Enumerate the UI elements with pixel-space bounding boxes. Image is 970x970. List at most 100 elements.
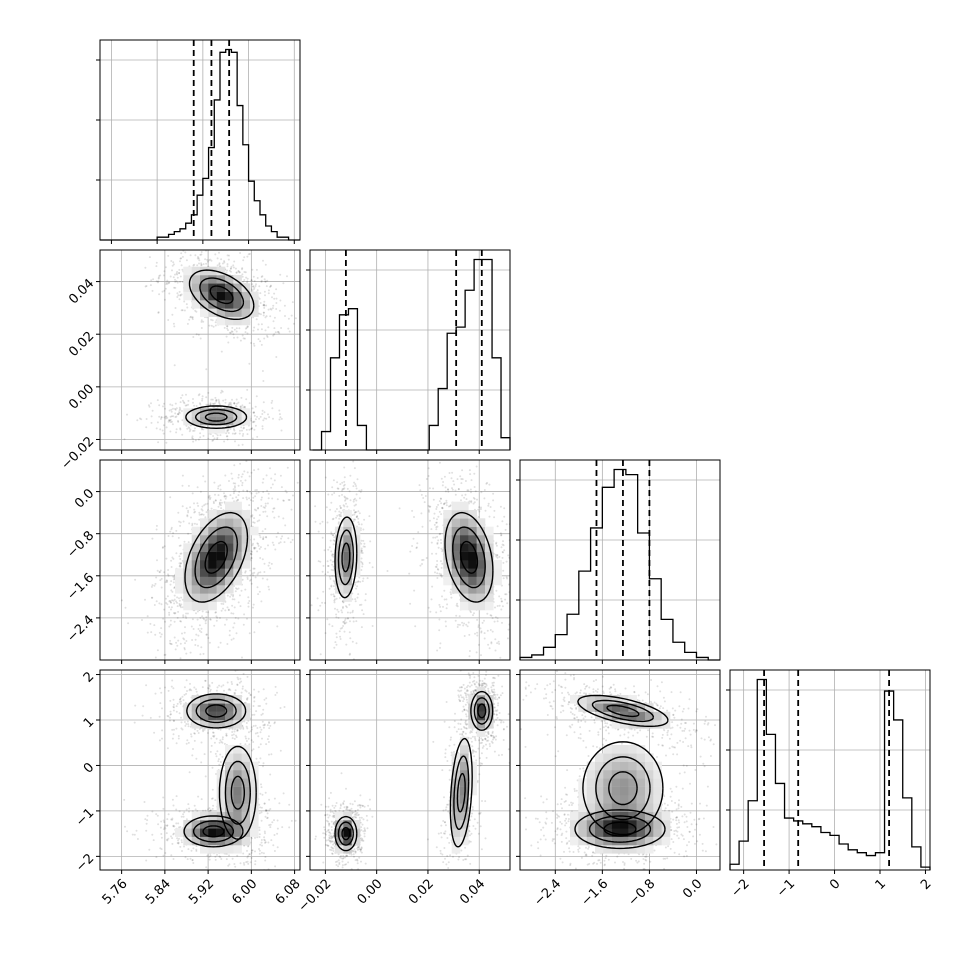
x-tick-label: −2.4 xyxy=(531,876,564,909)
density-panel xyxy=(120,460,300,660)
contour-line xyxy=(606,704,640,718)
contours xyxy=(184,511,249,603)
panel-frame xyxy=(309,249,511,451)
y-tick-label: −2.4 xyxy=(64,613,97,646)
y-tick-label: 1 xyxy=(81,715,97,731)
contour-line xyxy=(470,690,494,731)
contour-line xyxy=(595,756,651,821)
y-tick-label: 0.02 xyxy=(66,329,97,360)
x-tick-label: −0.02 xyxy=(296,876,335,915)
contour-line xyxy=(202,825,225,838)
panel-frame xyxy=(99,669,301,871)
contour-line xyxy=(218,745,257,840)
panel-frame xyxy=(309,459,511,661)
x-tick-label: 0 xyxy=(827,876,843,892)
contour-line xyxy=(230,775,246,810)
histogram-step xyxy=(100,48,300,241)
x-tick-label: 1 xyxy=(873,876,889,892)
y-tick-label: −0.02 xyxy=(59,434,98,473)
panel-frame xyxy=(519,459,721,661)
histogram-step xyxy=(312,258,511,451)
contour-line xyxy=(184,511,249,603)
contour-line xyxy=(444,511,494,603)
contour-line xyxy=(577,694,669,727)
histogram-step xyxy=(729,678,931,870)
contour-line xyxy=(199,277,245,313)
contour-line xyxy=(183,815,244,848)
contour-line xyxy=(194,526,239,589)
y-tick-label: −0.8 xyxy=(64,528,97,561)
contour-line xyxy=(449,737,473,848)
contour-line xyxy=(186,693,247,729)
contour-line xyxy=(456,772,466,813)
y-tick-label: 0.00 xyxy=(66,382,97,413)
contours xyxy=(334,690,494,852)
density-cells xyxy=(335,686,494,854)
histogram-step xyxy=(519,468,720,661)
y-tick-label: −1.6 xyxy=(64,570,97,603)
y-tick-label: −2 xyxy=(73,851,97,875)
contour-line xyxy=(205,704,228,718)
contour-line xyxy=(337,821,354,846)
panel-frame xyxy=(729,669,931,871)
density-panel xyxy=(123,250,297,447)
contours xyxy=(185,269,255,430)
contour-line xyxy=(334,815,358,852)
contour-line xyxy=(188,269,255,320)
contour-line xyxy=(588,815,652,843)
density-panel xyxy=(314,670,510,870)
contour-line xyxy=(574,809,666,850)
x-tick-label: 5.92 xyxy=(186,876,217,907)
contour-line xyxy=(452,526,486,589)
contour-line xyxy=(608,771,638,806)
contour-line xyxy=(195,698,237,724)
x-tick-label: −2 xyxy=(729,876,753,900)
contour-line xyxy=(194,408,238,426)
contour-line xyxy=(341,826,351,841)
contour-line xyxy=(591,699,655,723)
density-panel xyxy=(310,460,510,660)
panel-frame xyxy=(309,669,511,871)
contour-line xyxy=(473,697,490,725)
contours xyxy=(183,693,257,848)
y-tick-label: −1 xyxy=(73,806,97,830)
y-tick-label: 0.0 xyxy=(72,486,97,511)
panel-frame xyxy=(519,669,721,871)
density-panel xyxy=(123,670,297,870)
x-tick-label: 0.02 xyxy=(406,876,437,907)
panel-frame xyxy=(99,249,301,451)
x-tick-label: 6.00 xyxy=(229,876,260,907)
panel-frame xyxy=(99,39,301,241)
contours xyxy=(574,694,669,850)
contour-line xyxy=(334,516,358,599)
density-panel xyxy=(520,670,718,870)
contour-line xyxy=(459,540,479,574)
y-tick-label: 2 xyxy=(81,669,97,685)
contour-line xyxy=(582,741,664,836)
density-cells xyxy=(183,266,259,434)
contour-line xyxy=(209,285,234,305)
x-tick-label: −1.6 xyxy=(578,876,611,909)
contour-line xyxy=(453,755,470,831)
x-tick-label: 0.00 xyxy=(355,876,386,907)
x-tick-label: 2 xyxy=(918,876,934,892)
contour-line xyxy=(337,529,354,586)
x-tick-label: 0.0 xyxy=(680,876,705,901)
contour-line xyxy=(477,703,487,719)
panel-frame xyxy=(99,459,301,661)
y-tick-label: 0 xyxy=(81,760,97,776)
density-cells xyxy=(175,695,259,854)
contour-line xyxy=(185,405,248,430)
contour-line xyxy=(224,760,251,825)
x-tick-label: 5.84 xyxy=(143,876,174,907)
contour-line xyxy=(204,412,228,422)
contour-line xyxy=(341,542,351,573)
y-tick-label: 0.04 xyxy=(66,276,97,307)
x-tick-label: −1 xyxy=(774,876,798,900)
contour-line xyxy=(204,540,228,574)
density-cells xyxy=(175,501,259,611)
x-tick-label: 5.76 xyxy=(100,876,131,907)
contours xyxy=(334,511,494,603)
x-tick-label: 0.04 xyxy=(457,876,488,907)
